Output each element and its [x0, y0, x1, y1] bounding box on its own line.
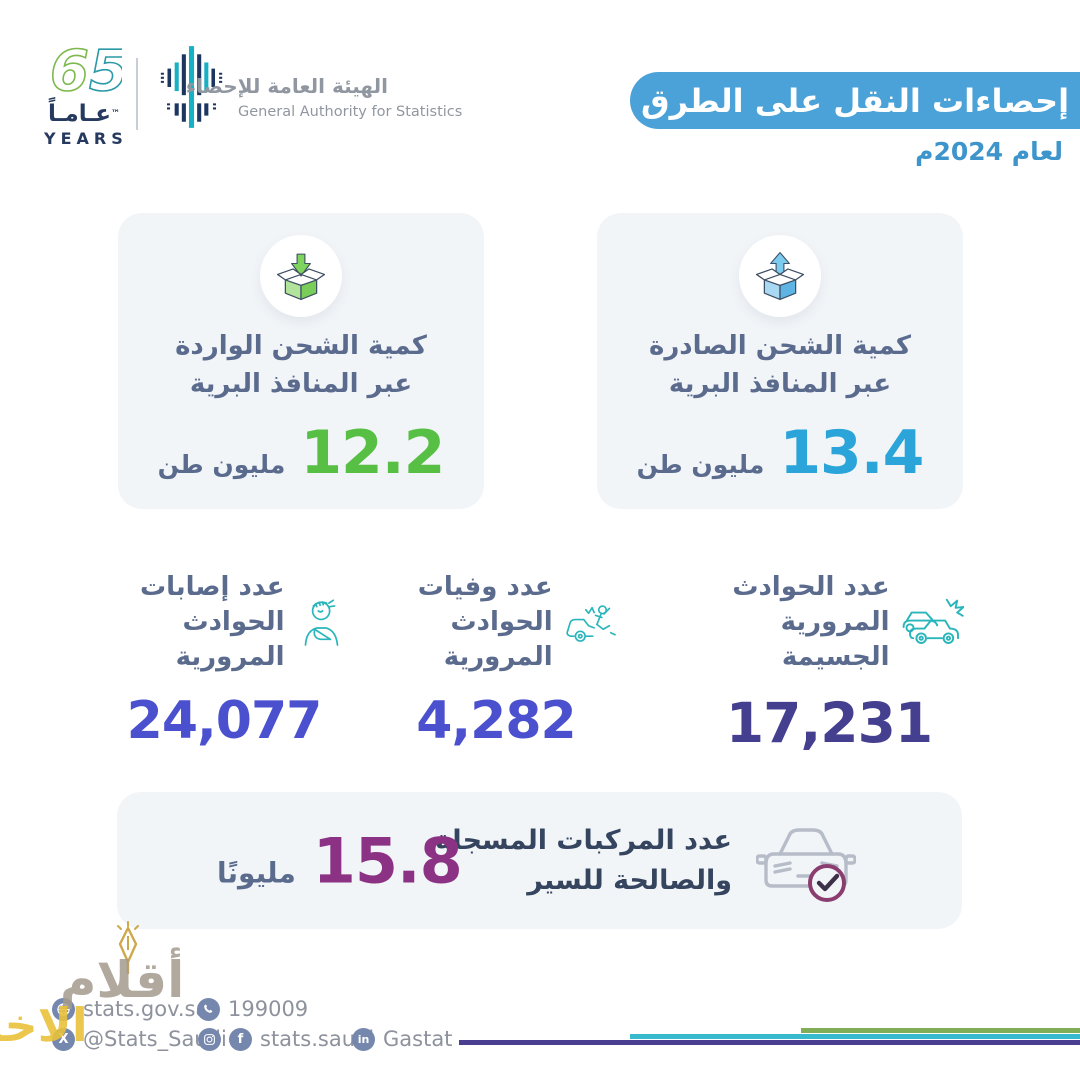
injuries-title-line2: الحوادث المرورية — [175, 607, 285, 672]
instagram-icon — [198, 1027, 221, 1051]
vehicles-title-line2: والصالحة للسير — [527, 864, 732, 896]
serious-accidents-stat-head: عدد الحوادث المرورية الجسيمة — [694, 570, 964, 675]
car-crash-icon — [902, 598, 964, 644]
car-check-icon — [756, 828, 856, 902]
linkedin-icon: in — [352, 1027, 375, 1051]
social-links[interactable]: f stats.saudi — [198, 1027, 374, 1051]
watermark-title: أقلام — [59, 951, 185, 1009]
authority-name-arabic: الهيئة العامة للإحصاء — [185, 74, 388, 98]
inbound-unit: مليون طن — [157, 450, 286, 479]
brand-separator — [136, 58, 138, 130]
decor-line-green — [801, 1028, 1080, 1033]
decor-line-cyan — [630, 1034, 1080, 1039]
fatalities-stat-head: عدد وفيات الحوادث المرورية — [376, 570, 616, 675]
outbound-unit: مليون طن — [636, 450, 765, 479]
facebook-icon: f — [229, 1027, 252, 1051]
watermark-pen-icon — [117, 921, 139, 974]
phone-link[interactable]: 199009 — [197, 997, 308, 1021]
inbound-freight-card: كمية الشحن الواردة عبر المنافذ البرية 12… — [118, 213, 484, 509]
inbound-value: 12.2 — [300, 418, 445, 488]
outbound-value-row: 13.4 مليون طن — [597, 423, 963, 483]
box-arrow-up-icon — [755, 252, 805, 301]
serious-accidents-stat: عدد الحوادث المرورية الجسيمة 17,231 — [694, 570, 964, 755]
inbound-icon-badge — [260, 235, 342, 317]
globe-icon — [52, 997, 75, 1021]
injuries-value: 24,077 — [126, 691, 323, 751]
outbound-title-line2: عبر المنافذ البرية — [668, 369, 892, 399]
linkedin-link[interactable]: in Gastat — [352, 1027, 452, 1051]
injuries-title-line1: عدد إصابات — [139, 572, 285, 602]
website-link[interactable]: stats.gov.sa — [52, 997, 208, 1021]
injuries-stat-head: عدد إصابات الحوادث المرورية — [106, 570, 342, 675]
years-english-label: YEARS — [44, 129, 128, 148]
injuries-stat: عدد إصابات الحوادث المرورية 24,077 — [106, 570, 342, 751]
gastat-palm-logo-icon — [160, 46, 223, 128]
decor-line-purple — [459, 1040, 1080, 1045]
outbound-title-line1: كمية الشحن الصادرة — [648, 331, 912, 361]
linkedin-handle-text: Gastat — [383, 1027, 453, 1051]
fatalities-stat: عدد وفيات الحوادث المرورية 4,282 — [376, 570, 616, 751]
year-label: لعام 2024م — [915, 137, 1063, 166]
serious-accidents-title-line1: عدد الحوادث — [732, 572, 890, 602]
fatalities-title-line2: الحوادث المرورية — [443, 607, 553, 672]
vehicles-value-row: 15.8 مليونًا — [217, 824, 463, 897]
serious-accidents-value: 17,231 — [725, 691, 933, 755]
fatalities-value: 4,282 — [416, 691, 576, 751]
inbound-card-title: كمية الشحن الواردة عبر المنافذ البرية — [118, 327, 484, 403]
outbound-value: 13.4 — [779, 418, 924, 488]
registered-vehicles-card: عدد المركبات المسجلة والصالحة للسير 15.8… — [117, 792, 962, 929]
fatalities-title: عدد وفيات الحوادث المرورية — [376, 570, 553, 675]
injuries-title: عدد إصابات الحوادث المرورية — [106, 570, 285, 675]
inbound-value-row: 12.2 مليون طن — [118, 423, 484, 483]
serious-accidents-title-line2: المرورية الجسيمة — [780, 607, 890, 672]
65-years-logo: 65 ™عـامـاً YEARS — [44, 42, 124, 148]
inbound-title-line1: كمية الشحن الواردة — [175, 331, 427, 361]
years-arabic-label: ™عـامـاً — [48, 101, 120, 127]
inbound-title-line2: عبر المنافذ البرية — [189, 369, 413, 399]
banner-title: إحصاءات النقل على الطرق — [630, 72, 1080, 129]
x-twitter-icon: X — [52, 1027, 75, 1051]
car-pedestrian-accident-icon — [565, 604, 616, 642]
watermark-subtitle: الاخبار — [0, 998, 88, 1052]
vehicles-title: عدد المركبات المسجلة والصالحة للسير — [435, 821, 732, 901]
phone-icon — [197, 997, 220, 1021]
website-text: stats.gov.sa — [83, 997, 209, 1021]
vehicles-title-line1: عدد المركبات المسجلة — [435, 824, 732, 856]
outbound-card-title: كمية الشحن الصادرة عبر المنافذ البرية — [597, 327, 963, 403]
serious-accidents-title: عدد الحوادث المرورية الجسيمة — [694, 570, 890, 675]
fatalities-title-line1: عدد وفيات — [417, 572, 553, 602]
outbound-icon-badge — [739, 235, 821, 317]
box-arrow-down-icon — [276, 253, 326, 301]
injured-person-icon — [304, 598, 338, 646]
vehicles-unit: مليونًا — [217, 856, 296, 889]
65-numerals-icon: 65 — [49, 42, 122, 100]
vehicles-value: 15.8 — [312, 824, 463, 897]
authority-name-english: General Authority for Statistics — [238, 104, 463, 120]
phone-text: 199009 — [228, 997, 309, 1021]
svg-text:65: 65 — [50, 42, 122, 100]
outbound-freight-card: كمية الشحن الصادرة عبر المنافذ البرية 13… — [597, 213, 963, 509]
